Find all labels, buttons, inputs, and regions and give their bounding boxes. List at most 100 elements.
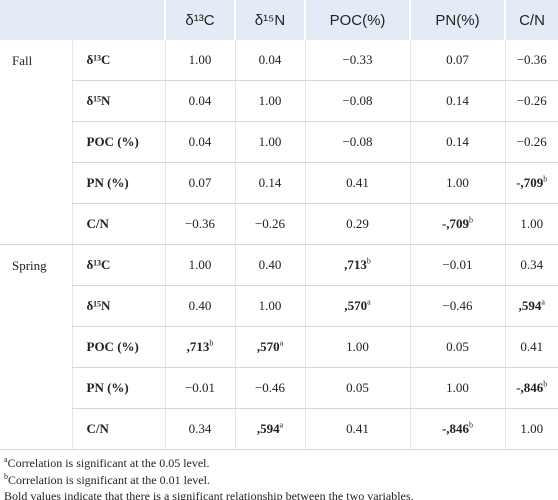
value-text: -,709 <box>516 175 544 191</box>
cell: 0.40 <box>234 244 305 286</box>
cell: 0.05 <box>409 326 505 368</box>
significant-value: ,713b <box>344 257 371 272</box>
cell: −0.26 <box>504 80 558 122</box>
footnote-mark: b <box>4 472 8 481</box>
cell: 0.40 <box>164 285 235 327</box>
column-header: δ¹⁵N <box>234 0 305 40</box>
value-text: ,570 <box>256 339 280 355</box>
cell: −0.46 <box>409 285 505 327</box>
cell: 0.04 <box>164 80 235 122</box>
table-row: POC (%) ,713b ,570a 1.00 0.05 0.41 <box>0 326 558 368</box>
footnote: Bold values indicate that there is a sig… <box>4 489 414 500</box>
significant-value: ,594a <box>257 421 283 436</box>
value-text: ,713 <box>186 339 210 355</box>
table-row: C/N 0.34 ,594a 0.41 -,846b 1.00 <box>0 408 558 450</box>
cell: 0.34 <box>164 408 235 450</box>
column-header: POC(%) <box>304 0 410 40</box>
significant-value: -,846b <box>442 421 473 436</box>
footnote-mark: b <box>469 420 474 430</box>
footnote-text: Bold values indicate that there is a sig… <box>4 489 414 500</box>
group-label: Spring <box>0 244 72 450</box>
table-row: δ¹⁵N 0.40 1.00,570a −0.46,594a <box>0 285 558 327</box>
value-text: ,713 <box>344 257 367 273</box>
footnote-mark: b <box>543 379 548 389</box>
cell: -,709b <box>504 162 558 204</box>
significant-value: ,570a <box>257 339 283 354</box>
table-row: POC (%) 0.04 1.00 −0.08 0.14 −0.26 <box>0 121 558 163</box>
cell: −0.26 <box>504 121 558 163</box>
table-row: δ¹⁵N 0.04 1.00 −0.08 0.14 −0.26 <box>0 80 558 122</box>
footnote-mark: b <box>469 215 474 225</box>
cell: 0.04 <box>234 40 305 81</box>
table-row: PN (%) 0.07 0.14 0.41 1.00 -,709b <box>0 162 558 204</box>
header-row: δ¹³C δ¹⁵N POC(%) PN(%) C/N <box>0 0 558 40</box>
footnote-text: Correlation is significant at the 0.01 l… <box>8 473 210 487</box>
cell: −0.01 <box>409 244 505 286</box>
cell: 1.00 <box>504 203 558 245</box>
cell: −0.08 <box>304 80 410 122</box>
footnote-mark: a <box>4 455 8 464</box>
table-row: C/N −0.36 −0.26 0.29 -,709b 1.00 <box>0 203 558 245</box>
cell: −0.08 <box>304 121 410 163</box>
cell: 1.00 <box>304 326 410 368</box>
footnote-mark: a <box>279 420 284 430</box>
footnote-mark: a <box>367 297 371 307</box>
cell: 1.00 <box>409 367 505 409</box>
cell: 0.29 <box>304 203 410 245</box>
cell: 0.07 <box>164 162 235 204</box>
cell: -,846b <box>504 367 558 409</box>
significant-value: ,594a <box>519 298 545 313</box>
cell: 0.07 <box>409 40 505 81</box>
cell: −0.26 <box>234 203 305 245</box>
cell: ,570a <box>304 285 410 327</box>
cell: 1.00 <box>234 121 305 163</box>
table-row: Spring δ¹³C 1.00 0.40,713b −0.01 0.34 <box>0 244 558 450</box>
footnote-text: Correlation is significant at the 0.05 l… <box>7 456 210 470</box>
row-label: δ¹⁵N <box>71 285 165 327</box>
cell: −0.36 <box>504 40 558 81</box>
row-label: PN (%) <box>71 162 165 204</box>
cell: 0.41 <box>504 326 558 368</box>
cell: 0.14 <box>234 162 305 204</box>
table-row: Fall δ¹³C 1.00 0.04 −0.33 0.07 −0.36 <box>0 40 558 245</box>
cell: 0.34 <box>504 244 558 286</box>
cell: 0.05 <box>304 367 410 409</box>
value-text: ,570 <box>344 298 368 314</box>
significant-value: ,570a <box>344 298 370 313</box>
cell: 0.14 <box>409 121 505 163</box>
significant-value: -,709b <box>442 216 473 231</box>
table-body: Fall δ¹³C 1.00 0.04 −0.33 0.07 −0.36 δ¹⁵N 0.04 1.… <box>0 40 558 450</box>
value-text: ,594 <box>518 298 542 314</box>
row-label: POC (%) <box>71 121 165 163</box>
cell: ,570a <box>234 326 305 368</box>
cell: −0.33 <box>304 40 410 81</box>
cell: 1.00 <box>234 285 305 327</box>
footnote-mark: b <box>366 256 371 266</box>
row-label: C/N <box>71 203 165 245</box>
cell: 1.00 <box>164 244 235 286</box>
footnote: aCorrelation is significant at the 0.05 … <box>4 455 210 471</box>
row-label: δ¹⁵N <box>71 80 165 122</box>
column-header: C/N <box>504 0 558 40</box>
correlation-table: δ¹³C δ¹⁵N POC(%) PN(%) C/N Fall δ¹³C 1.00 0.04−… <box>0 0 558 450</box>
value-text: -,846 <box>441 421 470 437</box>
cell: ,713b <box>304 244 410 286</box>
footnote-mark: a <box>279 338 284 348</box>
significant-value: ,713b <box>187 339 214 354</box>
row-label: C/N <box>71 408 165 450</box>
header-corner <box>0 0 165 40</box>
cell: 1.00 <box>409 162 505 204</box>
group-label: Fall <box>0 40 72 245</box>
cell: 1.00 <box>164 40 235 81</box>
cell: −0.46 <box>234 367 305 409</box>
row-label: δ¹³C <box>71 244 165 286</box>
footnote-mark: a <box>541 297 545 307</box>
significant-value: -,846b <box>516 380 547 395</box>
cell: -,846b <box>409 408 505 450</box>
column-header: δ¹³C <box>164 0 235 40</box>
cell: 1.00 <box>504 408 558 450</box>
footnote: bCorrelation is significant at the 0.01 … <box>4 472 210 488</box>
significant-value: -,709b <box>516 175 547 190</box>
cell: ,594a <box>504 285 558 327</box>
